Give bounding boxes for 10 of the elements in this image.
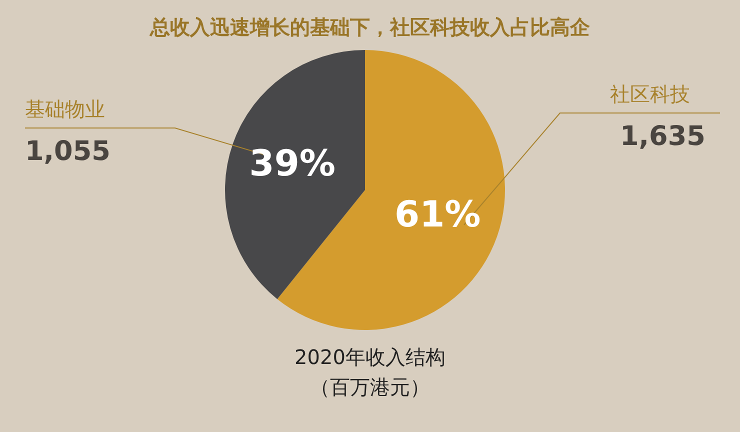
slice-label: 社区科技 <box>610 82 690 106</box>
text: （百万港元） <box>310 375 430 399</box>
text: 61% <box>394 194 481 236</box>
chart-title: 总收入迅速增长的基础下，社区科技收入占比高企 <box>149 15 591 39</box>
text: 39% <box>249 143 336 184</box>
data-label: 1,635 <box>620 121 706 152</box>
pie-slice <box>225 50 365 300</box>
text: 2020年收入结构 <box>294 345 446 369</box>
slice-label: 基础物业 <box>25 97 105 121</box>
data-label: 1,055 <box>25 136 110 167</box>
